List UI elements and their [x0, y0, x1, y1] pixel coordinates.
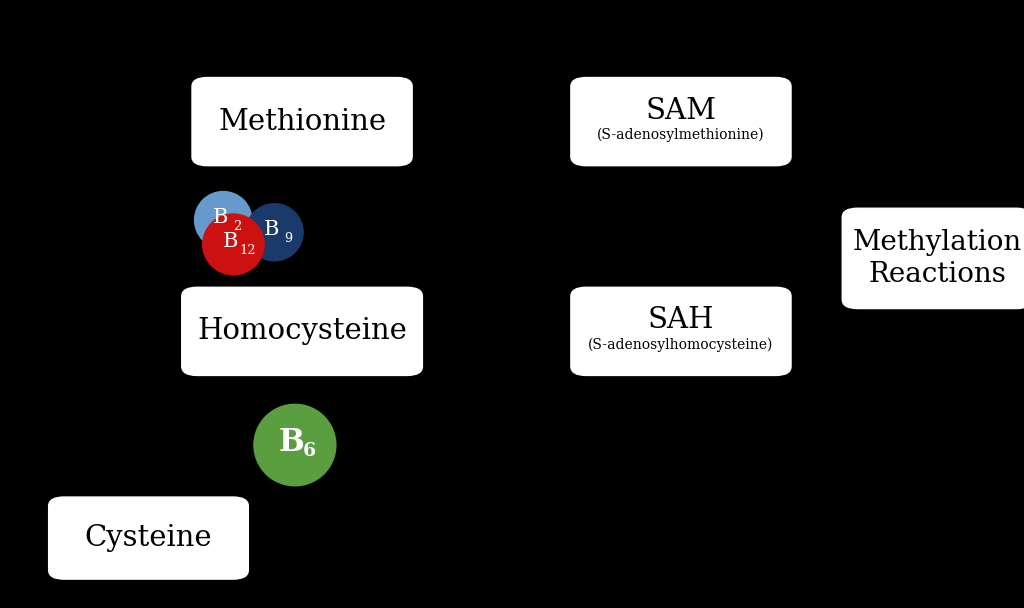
- Text: B: B: [222, 232, 239, 252]
- FancyBboxPatch shape: [842, 208, 1024, 309]
- Text: 6: 6: [303, 442, 315, 460]
- Text: 12: 12: [240, 244, 256, 257]
- Text: 9: 9: [285, 232, 293, 245]
- FancyBboxPatch shape: [182, 288, 422, 375]
- FancyBboxPatch shape: [48, 497, 248, 579]
- Text: Methylation
Reactions: Methylation Reactions: [852, 229, 1022, 288]
- Text: 2: 2: [233, 219, 242, 233]
- FancyBboxPatch shape: [571, 288, 791, 375]
- Text: (S-adenosylmethionine): (S-adenosylmethionine): [597, 128, 765, 142]
- Text: B: B: [263, 220, 280, 240]
- Text: B: B: [212, 208, 228, 227]
- Text: (S-adenosylhomocysteine): (S-adenosylhomocysteine): [588, 337, 774, 352]
- Ellipse shape: [254, 404, 336, 486]
- Text: SAH: SAH: [648, 306, 714, 334]
- FancyBboxPatch shape: [571, 78, 791, 165]
- Text: B: B: [279, 427, 305, 458]
- Ellipse shape: [195, 192, 252, 249]
- Ellipse shape: [246, 204, 303, 261]
- Text: Cysteine: Cysteine: [85, 524, 212, 552]
- Text: SAM: SAM: [645, 97, 717, 125]
- Ellipse shape: [203, 214, 264, 275]
- FancyBboxPatch shape: [193, 78, 412, 165]
- Text: Methionine: Methionine: [218, 108, 386, 136]
- Text: Homocysteine: Homocysteine: [198, 317, 407, 345]
